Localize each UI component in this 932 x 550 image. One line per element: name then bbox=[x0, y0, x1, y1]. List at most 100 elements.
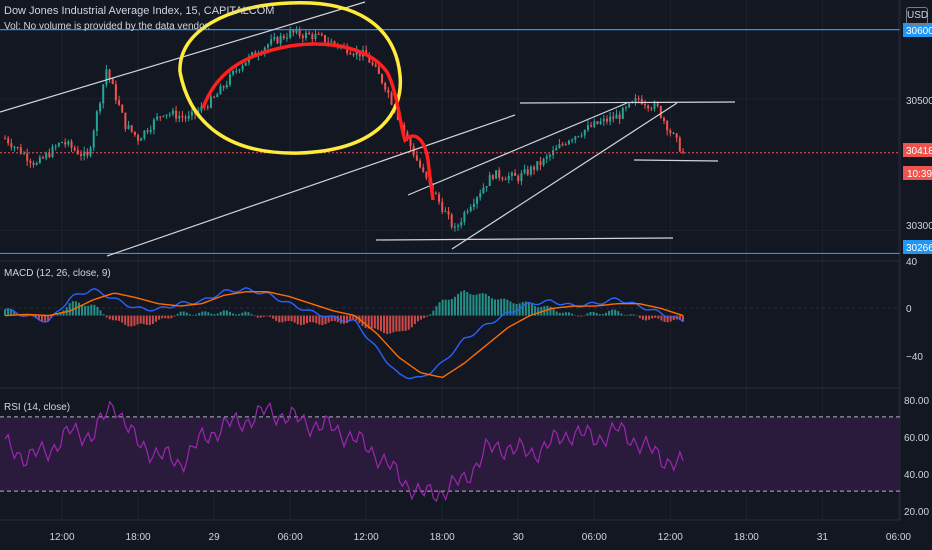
macd-label[interactable]: MACD (12, 26, close, 9) bbox=[4, 268, 111, 279]
candle-body bbox=[574, 136, 577, 140]
rounded-top-curve[interactable] bbox=[201, 42, 435, 201]
macd-histogram-bar bbox=[672, 315, 675, 321]
candle-body bbox=[308, 32, 311, 35]
wedge-lower-line[interactable] bbox=[451, 102, 678, 250]
candle-body bbox=[419, 160, 422, 168]
candle-body bbox=[67, 141, 70, 145]
candle-body bbox=[137, 135, 140, 141]
candle-body bbox=[634, 98, 637, 102]
candle-body bbox=[228, 74, 231, 85]
macd-histogram-bar bbox=[191, 314, 194, 316]
macd-histogram-bar bbox=[595, 313, 598, 316]
macd-histogram-bar bbox=[490, 298, 493, 316]
candle-body bbox=[102, 84, 105, 104]
macd-histogram-bar bbox=[37, 315, 40, 321]
candle-body bbox=[45, 153, 48, 159]
macd-histogram-bar bbox=[617, 311, 620, 316]
candle-body bbox=[678, 137, 681, 152]
macd-histogram-bar bbox=[170, 315, 173, 319]
lower-channel-line[interactable] bbox=[106, 114, 516, 257]
macd-histogram-bar bbox=[130, 315, 133, 327]
highlight-circle[interactable] bbox=[178, 1, 403, 155]
macd-histogram-bar bbox=[259, 315, 262, 318]
macd-histogram-bar bbox=[235, 314, 238, 316]
symbol-title[interactable]: Dow Jones Industrial Average Index, 15, … bbox=[4, 5, 275, 17]
candle-body bbox=[327, 42, 330, 44]
macd-histogram-bar bbox=[435, 306, 438, 316]
short-support-line[interactable] bbox=[633, 159, 719, 162]
candle-body bbox=[92, 130, 95, 148]
candle-body bbox=[409, 137, 412, 147]
time-axis[interactable]: 12:00 18:00 29 06:00 12:00 18:00 30 06:00 12:00 1… bbox=[50, 532, 912, 543]
candle-body bbox=[171, 110, 174, 115]
macd-histogram-bar bbox=[367, 315, 370, 329]
macd-pane[interactable] bbox=[0, 287, 900, 380]
rsi-label[interactable]: RSI (14, close) bbox=[4, 402, 71, 413]
macd-histogram-bar bbox=[364, 315, 367, 328]
price-pane[interactable] bbox=[0, 1, 900, 257]
rsi-axis[interactable]: 80.00 60.00 40.00 20.00 bbox=[904, 396, 929, 518]
candle-body bbox=[586, 125, 589, 130]
candle-body bbox=[463, 212, 466, 222]
wedge-upper-line[interactable] bbox=[407, 102, 628, 196]
candle-body bbox=[295, 29, 298, 33]
macd-histogram-bar bbox=[105, 315, 108, 318]
rsi-tick-20: 20.00 bbox=[904, 507, 929, 518]
macd-histogram-bar bbox=[281, 315, 284, 323]
volume-note: Vol: No volume is provided by the data v… bbox=[4, 21, 211, 32]
candle-body bbox=[501, 177, 504, 180]
candle-body bbox=[32, 162, 35, 165]
candle-body bbox=[498, 170, 501, 178]
macd-histogram-bar bbox=[472, 295, 475, 316]
macd-histogram-bar bbox=[438, 302, 441, 316]
macd-histogram-bar bbox=[500, 298, 503, 316]
macd-histogram-bar bbox=[404, 315, 407, 331]
level-bottom-label: 30266 bbox=[906, 243, 932, 254]
macd-histogram-bar bbox=[151, 315, 154, 324]
currency-button[interactable]: USD bbox=[906, 7, 928, 25]
macd-histogram-bar bbox=[423, 315, 426, 318]
candle-body bbox=[526, 169, 529, 175]
candle-body bbox=[662, 117, 665, 122]
candle-body bbox=[517, 175, 520, 182]
macd-histogram-bar bbox=[287, 315, 290, 321]
candle-body bbox=[536, 161, 539, 170]
macd-histogram-bar bbox=[383, 315, 386, 334]
macd-histogram-bar bbox=[592, 312, 595, 316]
time-tick-label: 06:00 bbox=[886, 532, 911, 543]
level-top-label-bg bbox=[903, 23, 932, 37]
macd-histogram-bar bbox=[302, 315, 305, 325]
macd-histogram-bar bbox=[238, 314, 241, 316]
price-axis[interactable]: 30600 30500 30418 10:39 30300 30266 bbox=[903, 23, 932, 254]
trendlines[interactable] bbox=[0, 1, 736, 257]
candle-body bbox=[453, 226, 456, 228]
macd-histogram-bar bbox=[306, 315, 309, 324]
support-line[interactable] bbox=[375, 237, 674, 241]
resistance-line[interactable] bbox=[519, 101, 736, 104]
macd-histogram-bar bbox=[494, 299, 497, 316]
macd-histogram-bar bbox=[457, 293, 460, 316]
macd-histogram-bar bbox=[93, 304, 96, 316]
macd-histogram-bar bbox=[228, 311, 231, 316]
macd-histogram-bar bbox=[503, 298, 506, 316]
candle-body bbox=[637, 98, 640, 100]
candle-body bbox=[479, 193, 482, 198]
macd-histogram-bar bbox=[561, 312, 564, 316]
candle-body bbox=[495, 170, 498, 179]
macd-axis[interactable]: 40 0 −40 bbox=[906, 257, 923, 363]
candle-body bbox=[273, 37, 276, 40]
candle-body bbox=[35, 162, 38, 165]
candle-body bbox=[624, 107, 627, 109]
macd-histogram-bar bbox=[327, 315, 330, 323]
candle-body bbox=[64, 141, 67, 145]
candle-body bbox=[580, 135, 583, 137]
rsi-pane[interactable] bbox=[0, 400, 900, 503]
candle-body bbox=[175, 110, 178, 119]
candle-body bbox=[124, 112, 127, 129]
candle-body bbox=[523, 169, 526, 174]
candle-body bbox=[520, 173, 523, 182]
candle-body bbox=[219, 86, 222, 95]
candle-body bbox=[23, 153, 26, 155]
candle-body bbox=[279, 35, 282, 44]
